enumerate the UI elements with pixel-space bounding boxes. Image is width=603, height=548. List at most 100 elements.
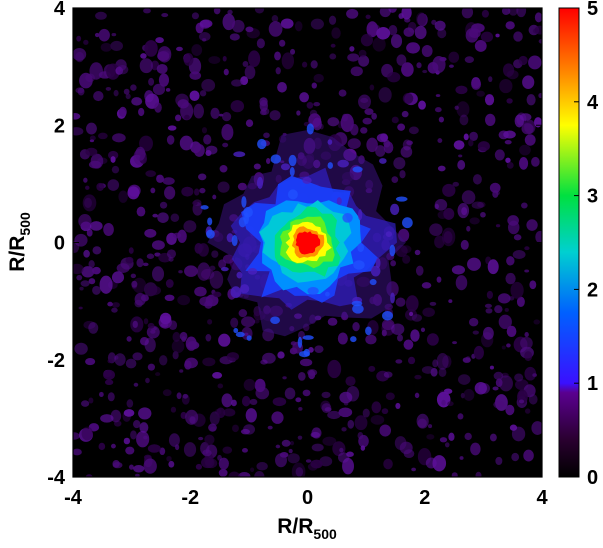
noise-blob: [77, 87, 85, 96]
noise-blob: [103, 222, 114, 237]
noise-blob: [340, 113, 354, 133]
noise-blob: [346, 451, 354, 457]
noise-blob: [461, 8, 474, 19]
noise-blob: [98, 442, 106, 451]
noise-blob: [212, 372, 223, 379]
noise-blob: [89, 135, 96, 141]
noise-blob: [452, 341, 457, 345]
noise-blob: [420, 327, 426, 333]
noise-blob: [295, 397, 302, 403]
noise-blob: [183, 53, 194, 66]
x-tick-label: 0: [302, 487, 313, 509]
noise-blob: [73, 127, 84, 136]
noise-blob: [217, 454, 222, 461]
noise-blob: [438, 367, 447, 377]
noise-blob: [486, 290, 493, 299]
halo-blob: [342, 212, 353, 223]
noise-blob: [91, 266, 101, 275]
noise-blob: [328, 15, 337, 25]
noise-blob: [99, 275, 113, 294]
noise-blob: [229, 33, 240, 41]
noise-blob: [100, 42, 112, 52]
noise-blob: [110, 156, 116, 163]
noise-blob: [248, 50, 261, 68]
noise-blob: [443, 207, 455, 220]
noise-blob: [205, 149, 212, 156]
noise-blob: [184, 357, 198, 369]
halo-blob: [257, 138, 267, 150]
noise-blob: [526, 219, 538, 231]
noise-blob: [307, 369, 318, 376]
noise-blob: [218, 333, 231, 347]
noise-blob: [143, 8, 151, 14]
noise-blob: [331, 27, 341, 39]
noise-blob: [275, 444, 281, 449]
noise-blob: [434, 20, 446, 31]
noise-blob: [150, 187, 156, 194]
noise-blob: [421, 44, 433, 58]
noise-blob: [495, 224, 501, 228]
noise-blob: [172, 331, 181, 343]
noise-blob: [492, 386, 499, 391]
noise-blob: [296, 110, 301, 116]
noise-blob: [135, 473, 140, 477]
noise-blob: [400, 146, 413, 158]
noise-blob: [485, 113, 496, 126]
noise-blob: [146, 253, 155, 259]
noise-blob: [130, 84, 137, 91]
noise-blob: [131, 280, 138, 288]
noise-blob: [133, 464, 145, 473]
noise-blob: [162, 389, 172, 397]
noise-blob: [152, 213, 159, 218]
noise-blob: [387, 71, 401, 83]
noise-blob: [439, 57, 447, 62]
noise-blob: [132, 320, 138, 329]
noise-blob: [182, 393, 189, 399]
noise-blob: [511, 452, 520, 462]
halo-blob: [270, 154, 282, 164]
heatmap-plot-area: [73, 8, 542, 477]
noise-blob: [208, 56, 221, 64]
noise-blob: [89, 139, 95, 143]
noise-blob: [524, 408, 531, 414]
halo-blob: [297, 336, 303, 348]
noise-blob: [407, 356, 416, 365]
noise-blob: [444, 442, 450, 448]
noise-blob: [88, 278, 96, 285]
noise-blob: [133, 382, 139, 387]
noise-blob: [90, 153, 104, 169]
noise-blob: [289, 440, 295, 446]
noise-blob: [250, 467, 255, 473]
noise-blob: [288, 448, 293, 454]
noise-blob: [106, 63, 120, 80]
halo-blob: [382, 311, 394, 321]
noise-blob: [347, 138, 361, 149]
noise-blob: [501, 345, 506, 350]
noise-blob: [506, 325, 517, 337]
x-axis-ticks: -4 -2 0 2 4: [64, 8, 548, 509]
noise-blob: [448, 299, 453, 304]
noise-blob: [455, 275, 468, 291]
noise-blob: [510, 281, 524, 299]
noise-blob: [484, 94, 495, 106]
noise-blob: [504, 308, 509, 312]
noise-blob: [476, 90, 485, 97]
noise-blob: [298, 407, 303, 411]
noise-blob: [114, 353, 126, 366]
noise-blob: [126, 336, 132, 342]
halo-blob: [306, 123, 314, 135]
noise-blob: [381, 329, 387, 337]
noise-blob: [218, 457, 229, 470]
y-tick-label: 2: [54, 115, 65, 137]
noise-blob: [507, 215, 519, 226]
noise-blob: [310, 60, 318, 69]
noise-blob: [143, 318, 149, 325]
noise-blob: [131, 97, 143, 106]
noise-blob: [171, 339, 185, 354]
noise-blob: [369, 84, 375, 91]
noise-blob: [74, 233, 88, 247]
noise-blob: [474, 40, 487, 52]
noise-blob: [123, 437, 131, 445]
noise-blob: [469, 131, 478, 141]
noise-blob: [512, 249, 526, 259]
